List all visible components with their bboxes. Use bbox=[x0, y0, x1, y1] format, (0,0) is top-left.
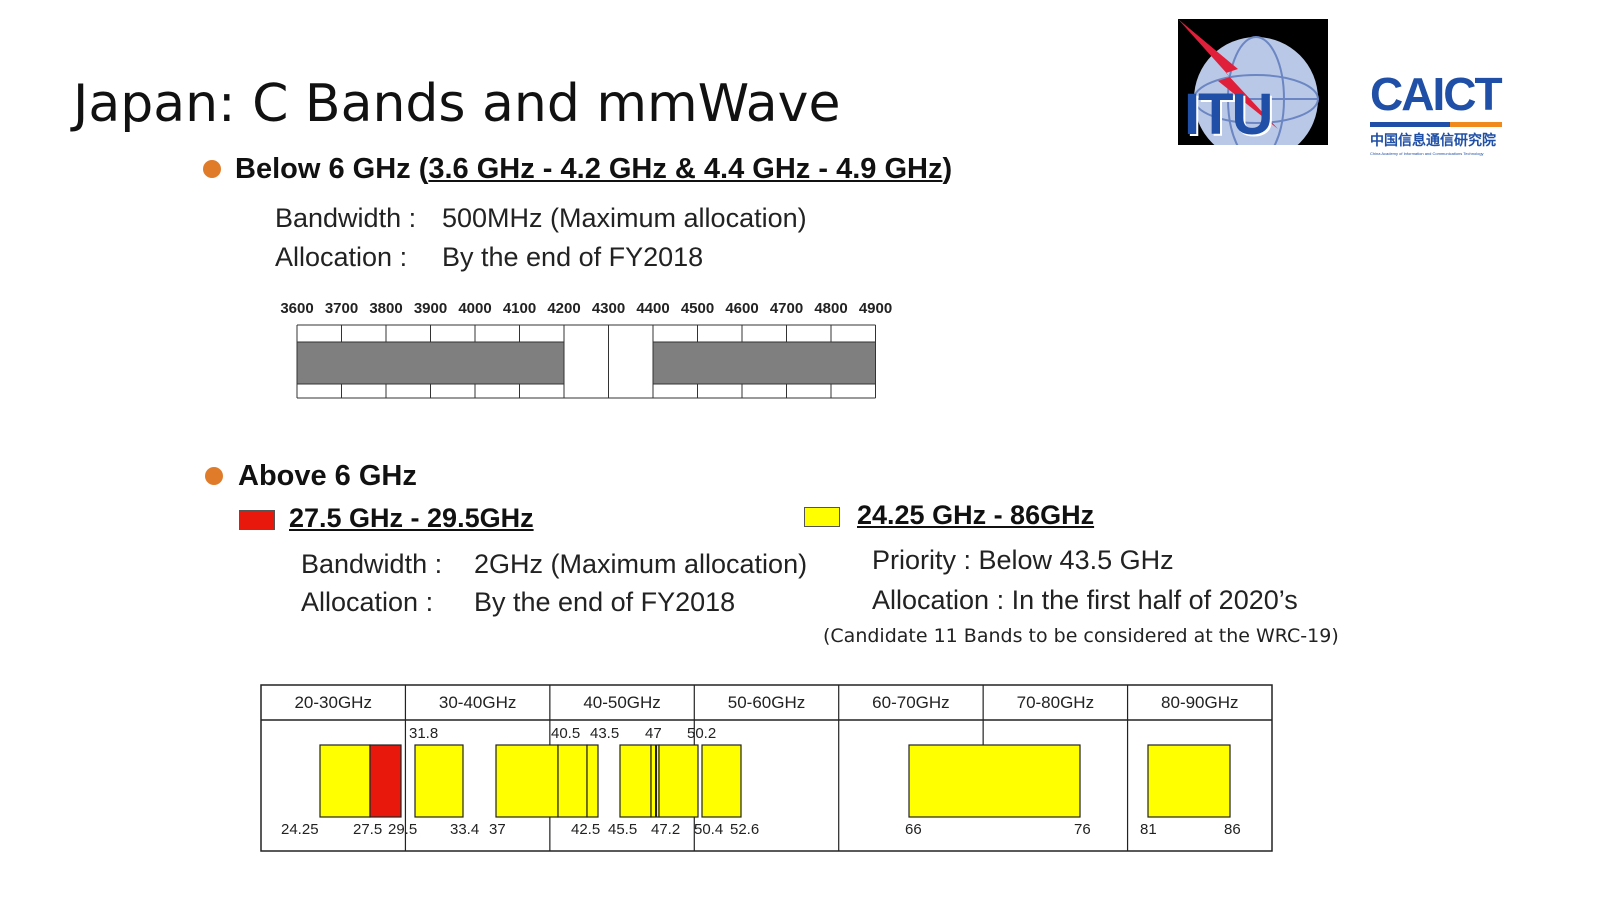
itu-text: ITU bbox=[1184, 82, 1273, 147]
caict-text: CAICT bbox=[1370, 68, 1503, 120]
mm-band-rect bbox=[586, 744, 599, 818]
mm-top-label: 50.2 bbox=[687, 725, 717, 742]
below-heading-suffix: ) bbox=[942, 153, 953, 185]
mm-band-rect bbox=[1147, 744, 1231, 818]
mm-band-rect bbox=[557, 744, 588, 818]
red-bandwidth-value: 2GHz (Maximum allocation) bbox=[474, 549, 808, 579]
cband-tick-label: 4900 bbox=[858, 300, 893, 317]
mm-top-label: 40.5 bbox=[551, 725, 581, 742]
cband-tick-label: 3900 bbox=[413, 300, 448, 317]
cband-band bbox=[296, 341, 565, 385]
mm-bottom-label: 45.5 bbox=[608, 821, 638, 838]
red-allocation-label: Allocation : bbox=[301, 587, 434, 617]
mm-band-rect bbox=[495, 744, 559, 818]
yellow-priority: Priority : Below 43.5 GHz bbox=[872, 545, 1174, 575]
red-bandwidth-label: Bandwidth : bbox=[301, 549, 443, 579]
mm-bottom-label: 42.5 bbox=[571, 821, 601, 838]
page-title: Japan: C Bands and mmWave bbox=[73, 74, 841, 134]
mm-header-cell: 40-50GHz bbox=[583, 693, 661, 712]
mm-top-label: 43.5 bbox=[590, 725, 620, 742]
below-heading-range: 3.6 GHz - 4.2 GHz & 4.4 GHz - 4.9 GHz bbox=[428, 153, 943, 185]
cband-tick-label: 4300 bbox=[591, 300, 626, 317]
mm-bottom-label: 47.2 bbox=[651, 821, 681, 838]
above-heading: Above 6 GHz bbox=[238, 460, 417, 492]
caict-logo: CAICT 中国信息通信研究院 China Academy of Informa… bbox=[1370, 68, 1510, 168]
mm-bottom-label: 52.6 bbox=[730, 821, 760, 838]
cband-band bbox=[652, 341, 876, 385]
below-allocation-label: Allocation : bbox=[275, 242, 408, 272]
mm-band-rect bbox=[908, 744, 1081, 818]
mm-band-rect bbox=[701, 744, 742, 818]
wrc-note: (Candidate 11 Bands to be considered at … bbox=[823, 625, 1339, 647]
red-swatch bbox=[239, 510, 275, 530]
below-bandwidth-value: 500MHz (Maximum allocation) bbox=[442, 203, 807, 233]
mm-band-rect bbox=[619, 744, 652, 818]
cband-tick-label: 4400 bbox=[636, 300, 670, 317]
mm-bottom-label: 66 bbox=[905, 821, 922, 838]
cband-tick-label: 4100 bbox=[502, 300, 537, 317]
cband-tick-label: 4500 bbox=[680, 300, 715, 317]
cband-tick-label: 4700 bbox=[769, 300, 804, 317]
mm-top-label: 47 bbox=[645, 725, 662, 742]
mm-header-cell: 50-60GHz bbox=[727, 693, 806, 712]
yellow-swatch bbox=[804, 507, 840, 527]
caict-cn-text: 中国信息通信研究院 bbox=[1370, 132, 1496, 148]
bullet-below bbox=[203, 160, 221, 178]
mm-band-rect bbox=[319, 744, 371, 818]
below-bandwidth-label: Bandwidth : bbox=[275, 203, 417, 233]
caict-en-text: China Academy of Information and Communi… bbox=[1370, 151, 1484, 156]
cband-tick-label: 4800 bbox=[814, 300, 848, 317]
mm-band-rect bbox=[658, 744, 699, 818]
mm-bottom-label: 37 bbox=[489, 821, 506, 838]
mm-bottom-label: 81 bbox=[1140, 821, 1157, 838]
mm-bottom-label: 50.4 bbox=[694, 821, 724, 838]
mm-header-cell: 30-40GHz bbox=[438, 693, 517, 712]
caict-bar bbox=[1370, 122, 1502, 127]
mm-header-cell: 60-70GHz bbox=[872, 693, 950, 712]
yellow-range: 24.25 GHz - 86GHz bbox=[857, 500, 1095, 530]
cband-tick-label: 3700 bbox=[324, 300, 359, 317]
cband-tick-label: 4200 bbox=[547, 300, 581, 317]
below-allocation-value: By the end of FY2018 bbox=[442, 242, 704, 272]
cband-tick-label: 4600 bbox=[725, 300, 759, 317]
bullet-above bbox=[205, 467, 223, 485]
cband-tick-label: 3600 bbox=[280, 300, 314, 317]
mm-header-cell: 80-90GHz bbox=[1161, 693, 1239, 712]
below-heading-prefix: Below 6 GHz ( bbox=[235, 153, 429, 185]
cband-tick-label: 3800 bbox=[369, 300, 403, 317]
mm-bottom-label: 86 bbox=[1224, 821, 1241, 838]
mm-header-cell: 20-30GHz bbox=[294, 693, 372, 712]
mm-header-cell: 70-80GHz bbox=[1016, 693, 1095, 712]
red-allocation-value: By the end of FY2018 bbox=[474, 587, 736, 617]
mm-bottom-label: 76 bbox=[1074, 821, 1091, 838]
below-heading: Below 6 GHz (3.6 GHz - 4.2 GHz & 4.4 GHz… bbox=[235, 153, 952, 186]
red-range: 27.5 GHz - 29.5GHz bbox=[289, 503, 534, 533]
mm-top-label: 31.8 bbox=[409, 725, 439, 742]
cband-tick-label: 4000 bbox=[458, 300, 492, 317]
yellow-allocation: Allocation : In the first half of 2020’s bbox=[872, 585, 1298, 615]
mm-bottom-label: 33.4 bbox=[450, 821, 480, 838]
itu-logo: ITU bbox=[1178, 19, 1328, 162]
mm-bottom-label: 27.5 bbox=[353, 821, 383, 838]
mm-bottom-label: 29.5 bbox=[388, 821, 418, 838]
mm-band-rect bbox=[369, 744, 402, 818]
mm-band-rect bbox=[414, 744, 464, 818]
mm-bottom-label: 24.25 bbox=[281, 821, 319, 838]
